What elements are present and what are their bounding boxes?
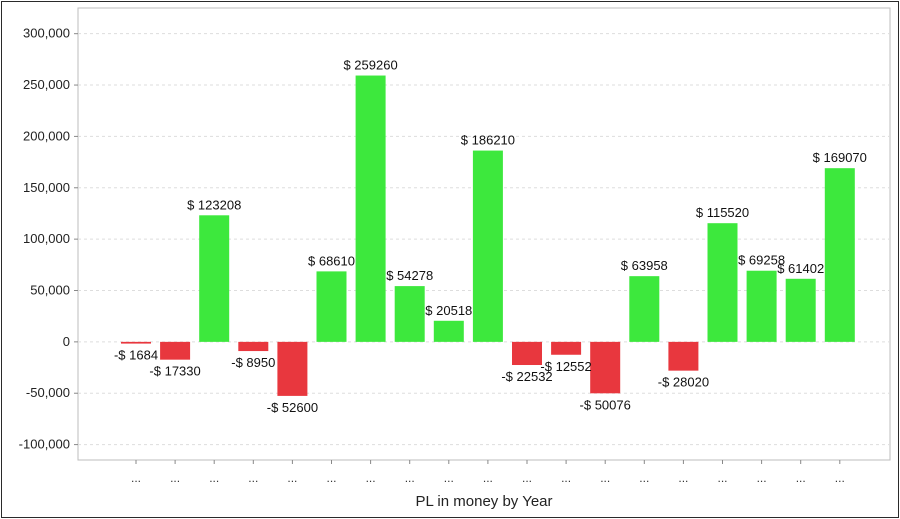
y-tick-label: 150,000 bbox=[23, 180, 70, 195]
bar-data-label: $ 54278 bbox=[386, 268, 433, 283]
x-tick-label: ... bbox=[561, 471, 571, 485]
bar-data-label: -$ 52600 bbox=[267, 400, 318, 415]
x-tick-label: ... bbox=[600, 471, 610, 485]
x-tick-label: ... bbox=[835, 471, 845, 485]
x-tick-label: ... bbox=[717, 471, 727, 485]
bars bbox=[121, 75, 855, 396]
x-tick-label: ... bbox=[757, 471, 767, 485]
x-tick-label: ... bbox=[639, 471, 649, 485]
x-tick-label: ... bbox=[522, 471, 532, 485]
data-labels: -$ 1684-$ 17330 $ 123208 -$ 8950 -$ 52600 $ … bbox=[114, 58, 867, 415]
bar-data-label: -$ 17330 bbox=[149, 364, 200, 379]
bar-data-label: -$ 22532 bbox=[501, 369, 552, 384]
x-tick-label: ... bbox=[366, 471, 376, 485]
x-tick-label: ... bbox=[444, 471, 454, 485]
bar bbox=[629, 276, 660, 342]
bar bbox=[160, 341, 191, 360]
y-tick-label: 0 bbox=[63, 334, 70, 349]
bar bbox=[590, 341, 621, 394]
bar-data-label: $ 20518 bbox=[425, 303, 472, 318]
bar bbox=[472, 150, 503, 342]
bar bbox=[824, 168, 855, 342]
x-tick-label: ... bbox=[678, 471, 688, 485]
x-tick-label: ... bbox=[131, 471, 141, 485]
bar bbox=[355, 75, 386, 342]
x-axis-title: PL in money by Year bbox=[415, 493, 552, 510]
bar-data-label: $ 123208 bbox=[187, 197, 241, 212]
bar-data-label: -$ 1684 bbox=[114, 348, 158, 363]
y-tick-label: 50,000 bbox=[30, 283, 70, 298]
bar bbox=[707, 223, 738, 342]
bar bbox=[746, 270, 777, 342]
bar-data-label: $ 169070 bbox=[813, 150, 867, 165]
bar-data-label: $ 63958 bbox=[621, 258, 668, 273]
bar bbox=[785, 278, 816, 342]
bar bbox=[433, 320, 464, 342]
bar bbox=[512, 341, 542, 366]
y-axis-ticks: -100,000 -50,000 0 50,000 100,000 150,000 200,… bbox=[19, 26, 78, 452]
bar bbox=[394, 286, 425, 342]
x-tick-label: ... bbox=[405, 471, 415, 485]
x-tick-label: ... bbox=[170, 471, 180, 485]
x-tick-label: ... bbox=[209, 471, 219, 485]
y-tick-label: 200,000 bbox=[23, 128, 70, 143]
bar-data-label: $ 69258 bbox=[738, 253, 785, 268]
bar bbox=[668, 341, 699, 371]
y-tick-label: -100,000 bbox=[19, 437, 70, 452]
x-tick-label: ... bbox=[287, 471, 297, 485]
x-tick-label: ... bbox=[248, 471, 258, 485]
x-axis-ticks: ........................................… bbox=[131, 460, 845, 485]
y-tick-label: 300,000 bbox=[23, 26, 70, 41]
bar-data-label: -$ 28020 bbox=[658, 375, 709, 390]
y-tick-label: -50,000 bbox=[26, 385, 70, 400]
bar bbox=[238, 341, 269, 352]
x-tick-label: ... bbox=[796, 471, 806, 485]
bar-data-label: $ 61402 bbox=[777, 261, 824, 276]
bar bbox=[199, 215, 230, 342]
bar-data-label: -$ 8950 bbox=[231, 355, 275, 370]
bar bbox=[277, 341, 308, 396]
bar-data-label: -$ 12552 bbox=[540, 359, 591, 374]
bar bbox=[121, 341, 151, 344]
bar-data-label: $ 259260 bbox=[343, 58, 397, 73]
bar bbox=[316, 271, 347, 342]
x-tick-label: ... bbox=[326, 471, 336, 485]
bar-data-label: -$ 50076 bbox=[580, 397, 631, 412]
y-tick-label: 250,000 bbox=[23, 77, 70, 92]
x-tick-label: ... bbox=[483, 471, 493, 485]
bar-data-label: $ 186210 bbox=[461, 133, 515, 148]
y-tick-label: 100,000 bbox=[23, 231, 70, 246]
bar-data-label: $ 68610 bbox=[308, 253, 355, 268]
bar-data-label: $ 115520 bbox=[696, 205, 749, 220]
bar bbox=[551, 341, 582, 355]
